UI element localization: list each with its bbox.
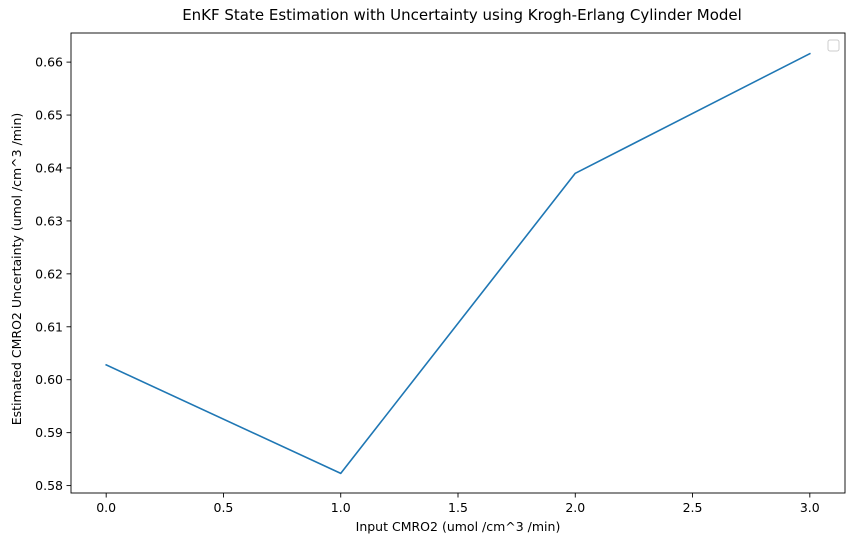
y-tick-label: 0.64 (35, 160, 63, 175)
x-tick-label: 1.0 (331, 500, 351, 515)
x-tick-label: 1.5 (448, 500, 468, 515)
y-tick-label: 0.60 (35, 372, 63, 387)
y-tick-label: 0.62 (35, 266, 63, 281)
legend-box (827, 39, 840, 52)
data-point-0-3 (809, 53, 811, 55)
series-line-0 (105, 52, 811, 475)
x-tick-label: 0.0 (96, 500, 116, 515)
y-tick-label: 0.61 (35, 319, 63, 334)
y-axis-label: Estimated CMRO2 Uncertainty (umol /cm^3 … (9, 113, 24, 425)
data-point-0-1 (340, 473, 342, 475)
y-tick-label: 0.63 (35, 213, 63, 228)
y-tick-label: 0.59 (35, 425, 63, 440)
chart-title: EnKF State Estimation with Uncertainty u… (182, 6, 742, 24)
data-point-0-2 (574, 172, 576, 174)
y-tick-label: 0.58 (35, 478, 63, 493)
x-tick-label: 2.0 (565, 500, 585, 515)
x-axis-label: Input CMRO2 (umol /cm^3 /min) (356, 519, 561, 534)
plot-frame (70, 32, 846, 494)
plot-area: 0.0 0.5 1.0 1.5 2.0 2.5 3.0 0.58 0.59 0.60 0.61 0.6… (35, 32, 846, 515)
x-tick-label: 0.5 (214, 500, 234, 515)
x-tick-label: 3.0 (800, 500, 820, 515)
y-tick-label: 0.66 (35, 55, 63, 70)
y-tick-label: 0.65 (35, 108, 63, 123)
data-point-0-0 (105, 364, 107, 366)
x-tick-label: 2.5 (683, 500, 703, 515)
